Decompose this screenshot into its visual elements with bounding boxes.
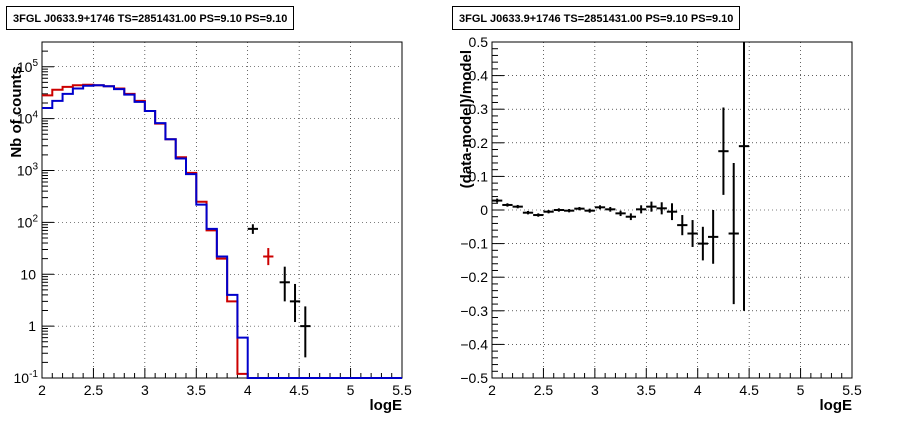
- residual-panel: 2 2.5 3 3.5 4 4.5 5 5.5 −0.5 −0.4 −0.3 −0.2 −0.1 0 0.1…: [458, 34, 862, 414]
- plot-frame: [41, 41, 403, 379]
- y-tick-label: 103: [17, 162, 39, 179]
- y-tick-label: 102: [17, 213, 39, 230]
- x-tick-label: 5: [797, 382, 805, 398]
- y-tick-label: 105: [17, 58, 39, 75]
- y-tick-label: 1: [28, 318, 36, 334]
- y-axis-label: (data-model)/model: [458, 50, 475, 188]
- y-tick-label: 0.3: [469, 101, 489, 117]
- x-tick-label: 5.5: [842, 382, 862, 398]
- x-tick-label: 4: [244, 382, 252, 398]
- x-tick-label: 2: [488, 382, 496, 398]
- x-tick-label: 3: [591, 382, 599, 398]
- y-axis-label: Nb of counts: [8, 66, 25, 158]
- y-tick-label: 0.5: [469, 34, 489, 50]
- model-histogram: [42, 83, 402, 379]
- x-tick-label: 2.5: [534, 382, 554, 398]
- x-tick-label: 2.5: [84, 382, 104, 398]
- left-chart-title: 3FGL J0633.9+1746 TS=2851431.00 PS=9.10 …: [6, 6, 295, 30]
- x-axis-label: logE: [820, 397, 853, 414]
- y-tick-label: 10: [20, 266, 36, 282]
- y-tick-label: 10-1: [14, 369, 39, 386]
- x-tick-label: 3: [141, 382, 149, 398]
- y-tick-label: −0.4: [460, 336, 488, 352]
- x-tick-label: 3.5: [187, 382, 207, 398]
- y-tick-label: 0.2: [469, 135, 489, 151]
- x-tick-label: 3.5: [637, 382, 657, 398]
- right-chart-title: 3FGL J0633.9+1746 TS=2851431.00 PS=9.10 …: [452, 6, 741, 30]
- counts-panel: 2 2.5 3 3.5 4 4.5 5 5.5 10-1 1 10 102 103 104 105 logE N…: [8, 41, 412, 414]
- x-tick-label: 4: [694, 382, 702, 398]
- x-axis-label: logE: [370, 397, 403, 414]
- x-tick-label: 4.5: [739, 382, 759, 398]
- y-tick-label: −0.3: [460, 303, 488, 319]
- y-tick-label: −0.5: [460, 370, 488, 386]
- y-tick-label: 0.1: [469, 168, 489, 184]
- x-tick-label: 5: [347, 382, 355, 398]
- x-tick-label: 5.5: [392, 382, 412, 398]
- x-tick-label: 2: [38, 382, 46, 398]
- y-tick-label: −0.1: [460, 236, 488, 252]
- x-tick-label: 4.5: [289, 382, 309, 398]
- y-tick-label: −0.2: [460, 269, 488, 285]
- y-tick-label: 104: [17, 110, 39, 127]
- y-tick-label: 0: [480, 202, 488, 218]
- y-tick-label: 0.4: [469, 68, 489, 84]
- data-histogram: [42, 84, 402, 379]
